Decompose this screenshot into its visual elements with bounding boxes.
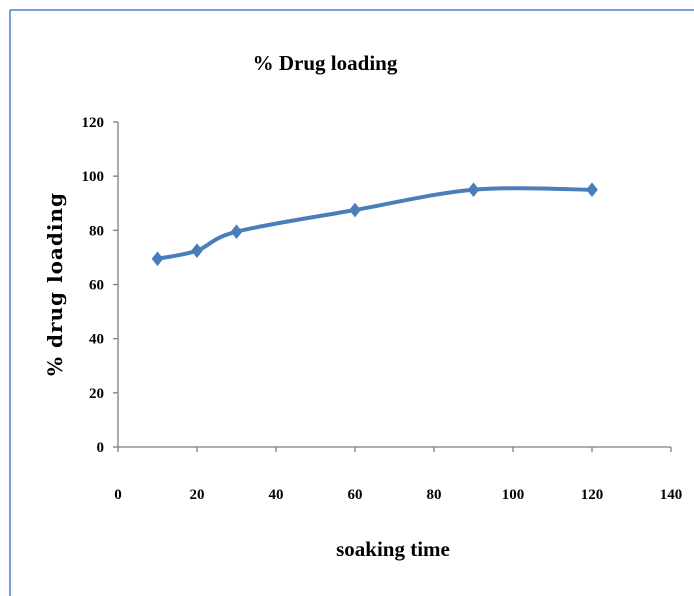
data-point-marker [151, 251, 164, 267]
x-tick-label: 20 [190, 487, 205, 503]
series-line [155, 186, 594, 261]
data-point-marker [191, 243, 203, 258]
y-tick-label: 120 [82, 115, 105, 131]
y-ticks: 0 20 40 60 80 100 120 [82, 115, 118, 456]
y-tick-label: 20 [89, 386, 104, 402]
series-layer [151, 182, 598, 267]
y-tick-label: 40 [89, 332, 104, 348]
x-tick-label: 40 [269, 487, 284, 503]
data-point-marker [349, 202, 361, 218]
y-tick-label: 60 [89, 278, 104, 294]
data-point-marker [586, 182, 598, 198]
y-axis-label: % drug loading [43, 192, 67, 376]
x-tick-label: 120 [581, 487, 604, 503]
x-axis-label: soaking time [336, 537, 450, 561]
y-tick-label: 0 [97, 440, 105, 456]
x-tick-label: 80 [427, 487, 442, 503]
x-tick-label: 140 [660, 487, 683, 503]
x-tick-label: 60 [348, 487, 363, 503]
x-ticks: 0 20 40 60 80 100 120 140 [114, 447, 682, 503]
data-point-marker [467, 182, 480, 198]
data-point-marker [230, 224, 243, 239]
y-tick-label: 100 [82, 169, 105, 185]
x-tick-label: 100 [502, 487, 525, 503]
chart-title: % Drug loading [253, 51, 398, 75]
x-tick-label: 0 [114, 487, 122, 503]
y-tick-label: 80 [89, 223, 104, 239]
